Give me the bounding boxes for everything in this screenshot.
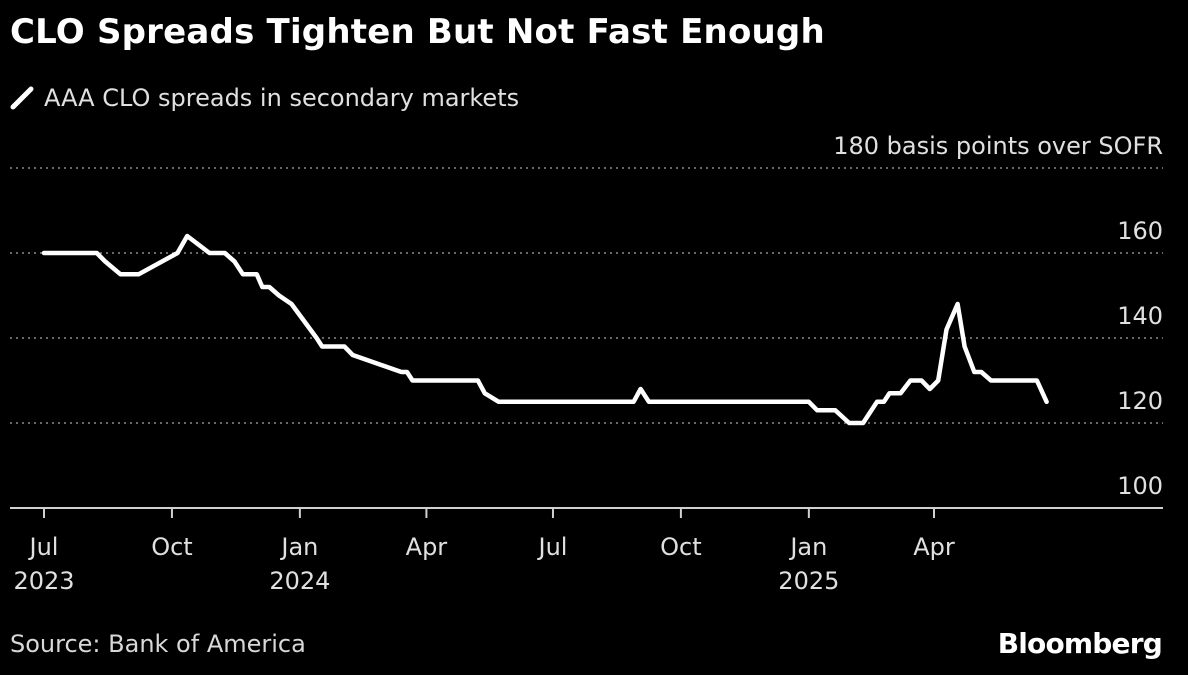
bloomberg-logo: Bloomberg bbox=[997, 627, 1163, 660]
legend-label: AAA CLO spreads in secondary markets bbox=[44, 84, 520, 112]
x-tick-label: Oct bbox=[660, 533, 702, 561]
y-tick-label: 120 bbox=[1117, 387, 1163, 415]
x-tick-year-label: 2024 bbox=[269, 567, 330, 595]
y-tick-label: 140 bbox=[1117, 302, 1163, 330]
series-line bbox=[41, 233, 1049, 426]
legend-line-icon bbox=[10, 86, 34, 110]
x-tick-label: Jan bbox=[279, 533, 318, 561]
x-tick-label: Apr bbox=[913, 533, 955, 561]
y-tick-label: 180 basis points over SOFR bbox=[833, 132, 1163, 160]
x-tick-label: Jul bbox=[536, 533, 567, 561]
y-tick-label: 100 bbox=[1117, 472, 1163, 500]
x-tick-label: Jul bbox=[28, 533, 59, 561]
x-tick-label: Jan bbox=[788, 533, 827, 561]
chart-title: CLO Spreads Tighten But Not Fast Enough bbox=[10, 12, 825, 52]
x-tick-year-label: 2023 bbox=[13, 567, 74, 595]
x-tick-label: Apr bbox=[406, 533, 448, 561]
source-note: Source: Bank of America bbox=[10, 630, 306, 658]
x-tick-year-label: 2025 bbox=[778, 567, 839, 595]
x-tick-label: Oct bbox=[151, 533, 193, 561]
legend: AAA CLO spreads in secondary markets bbox=[10, 80, 519, 116]
y-tick-label: 160 bbox=[1117, 217, 1163, 245]
